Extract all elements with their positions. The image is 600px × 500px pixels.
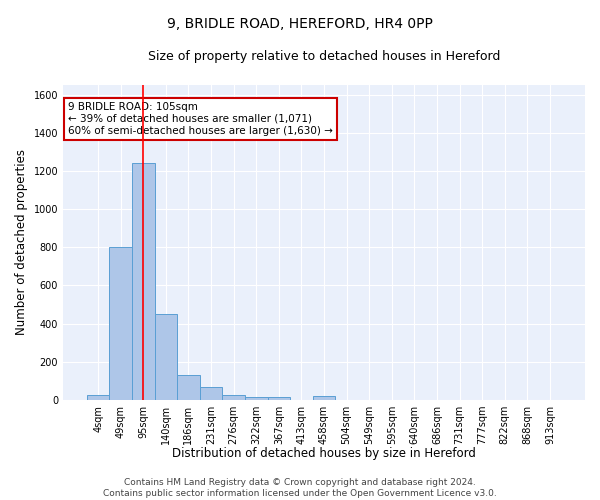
Bar	[109, 247, 132, 400]
X-axis label: Distribution of detached houses by size in Hereford: Distribution of detached houses by size …	[172, 447, 476, 460]
Y-axis label: Number of detached properties: Number of detached properties	[15, 150, 28, 336]
Text: 9, BRIDLE ROAD, HEREFORD, HR4 0PP: 9, BRIDLE ROAD, HEREFORD, HR4 0PP	[167, 18, 433, 32]
Bar	[223, 395, 245, 400]
Bar	[132, 163, 155, 400]
Bar	[200, 388, 223, 400]
Bar	[313, 396, 335, 400]
Bar	[268, 397, 290, 400]
Bar	[177, 375, 200, 400]
Text: 9 BRIDLE ROAD: 105sqm
← 39% of detached houses are smaller (1,071)
60% of semi-d: 9 BRIDLE ROAD: 105sqm ← 39% of detached …	[68, 102, 333, 136]
Bar	[245, 397, 268, 400]
Title: Size of property relative to detached houses in Hereford: Size of property relative to detached ho…	[148, 50, 500, 63]
Text: Contains HM Land Registry data © Crown copyright and database right 2024.
Contai: Contains HM Land Registry data © Crown c…	[103, 478, 497, 498]
Bar	[87, 395, 109, 400]
Bar	[155, 314, 177, 400]
